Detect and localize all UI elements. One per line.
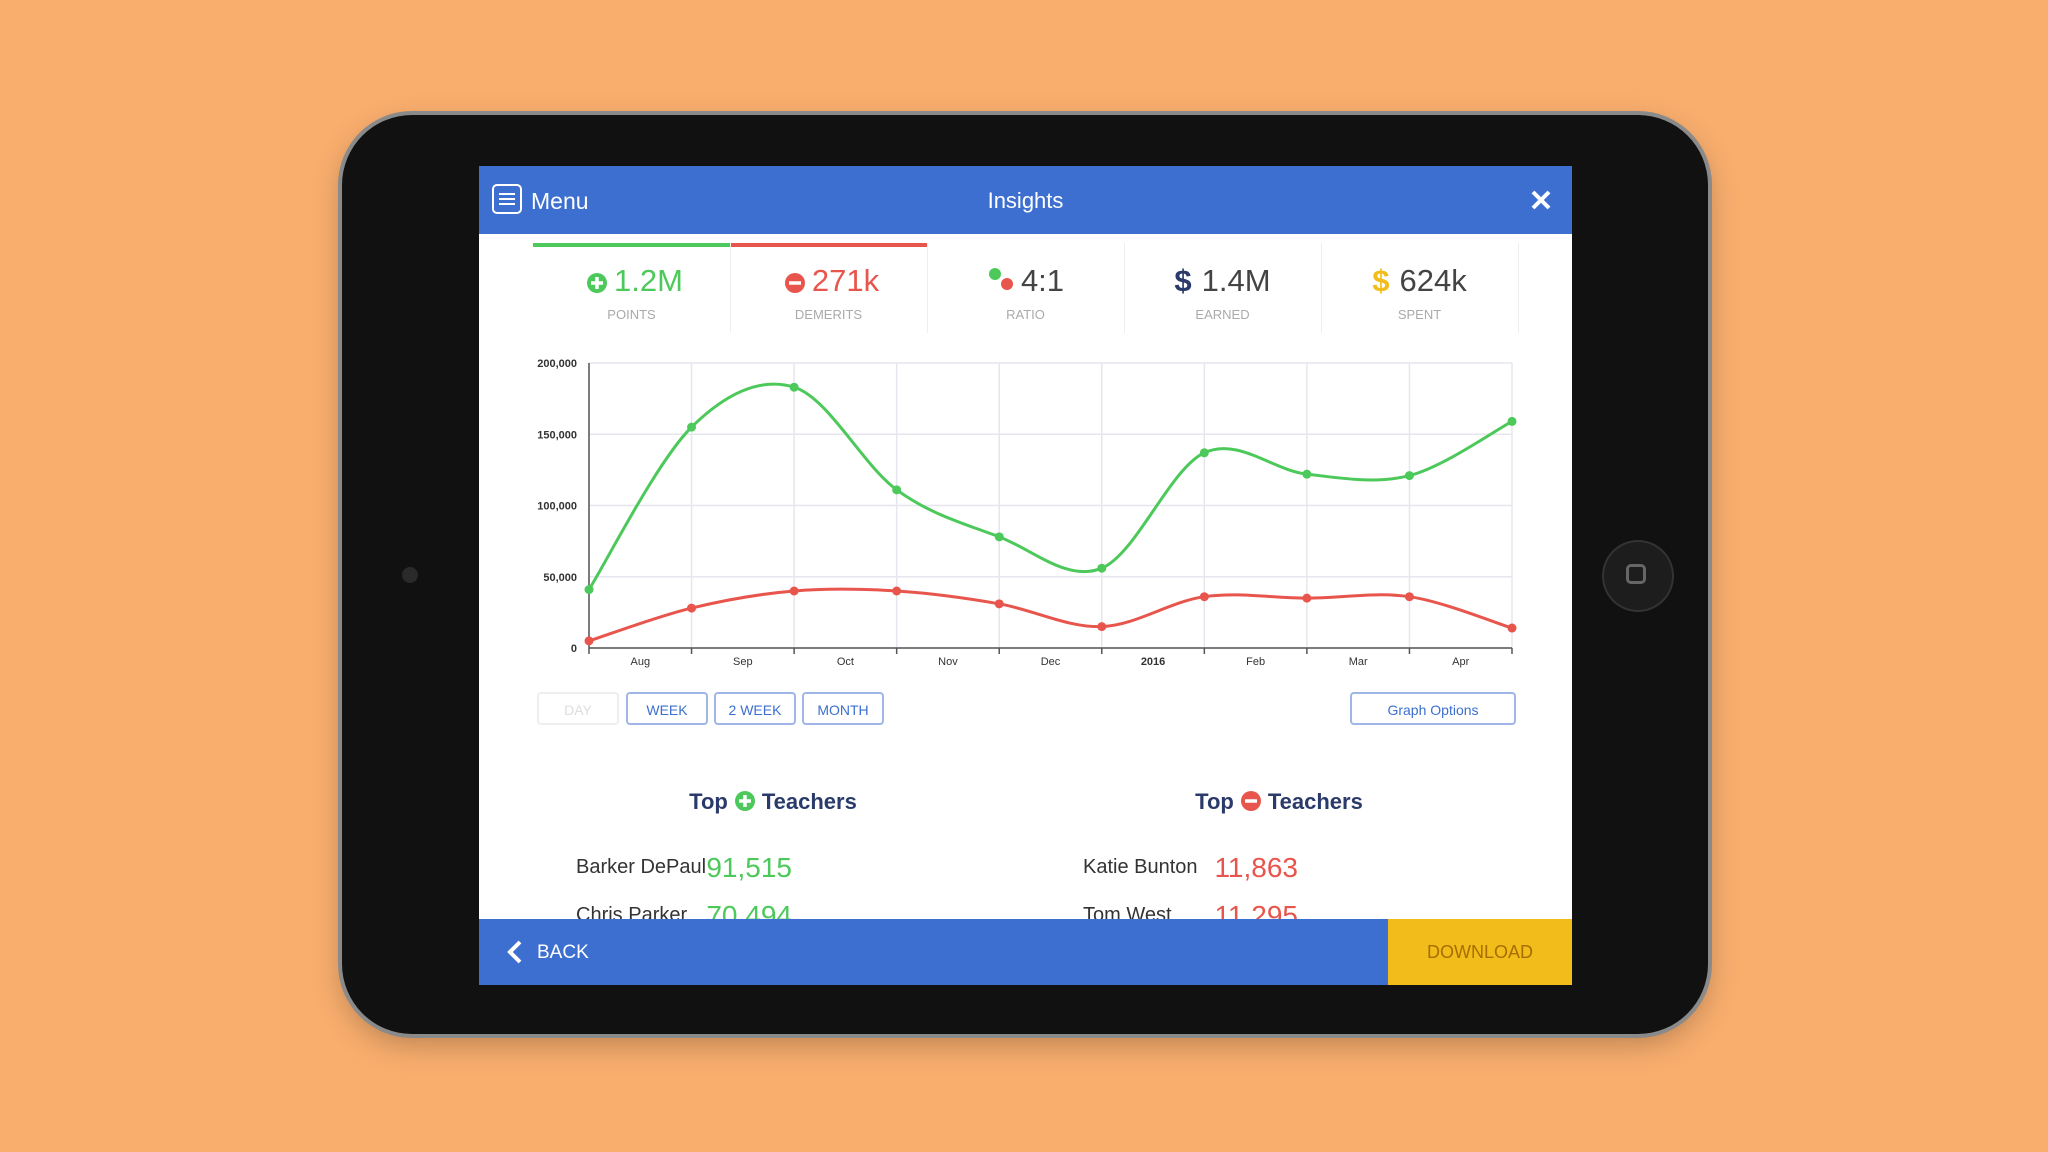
list-title: Top Teachers xyxy=(573,789,973,815)
data-point xyxy=(789,586,799,596)
title-start: Top xyxy=(1195,789,1234,814)
points-indicator xyxy=(533,243,730,247)
menu-icon[interactable] xyxy=(492,184,522,214)
stat-number: 1.2M xyxy=(614,263,683,298)
graph-options-button[interactable]: Graph Options xyxy=(1350,692,1516,725)
teacher-name: Barker DePaul xyxy=(576,856,707,878)
stat-number: 4:1 xyxy=(1020,263,1065,298)
stat: 271k DEMERITS xyxy=(730,243,928,333)
stat-number: 624k xyxy=(1399,263,1467,298)
data-point xyxy=(584,636,594,646)
y-tick-label: 50,000 xyxy=(543,572,577,584)
range-button[interactable]: 2 WEEK xyxy=(714,692,796,725)
title-end: Teachers xyxy=(761,789,857,814)
x-tick-label: 2016 xyxy=(1141,656,1165,668)
x-tick-label: Dec xyxy=(1041,656,1061,668)
stat: $1.4M EARNED xyxy=(1124,243,1322,333)
menu-label[interactable]: Menu xyxy=(531,188,589,214)
stat-value: 271k xyxy=(730,263,927,299)
currency-symbol: $ xyxy=(1372,263,1390,298)
back-button[interactable]: BACK xyxy=(537,942,589,963)
close-button[interactable] xyxy=(1531,190,1551,210)
ratio-icon xyxy=(988,268,1013,290)
data-point xyxy=(1199,448,1209,458)
data-point xyxy=(892,586,902,596)
stat-label: EARNED xyxy=(1195,307,1250,322)
data-point xyxy=(789,382,799,392)
currency-symbol: $ xyxy=(1174,263,1192,298)
y-tick-label: 0 xyxy=(571,643,577,655)
data-point xyxy=(584,585,594,595)
range-button[interactable]: WEEK xyxy=(626,692,708,725)
status-icon xyxy=(734,791,755,811)
x-tick-label: Nov xyxy=(938,656,958,668)
title-start: Top xyxy=(689,789,728,814)
stat-number: 271k xyxy=(811,263,880,298)
x-tick-label: Sep xyxy=(733,656,753,668)
stat-label: DEMERITS xyxy=(794,307,863,322)
data-point xyxy=(1507,623,1517,633)
x-tick-label: Feb xyxy=(1246,656,1265,668)
home-button[interactable] xyxy=(1604,542,1672,610)
data-point xyxy=(687,422,697,432)
stat-label: POINTS xyxy=(607,307,656,322)
data-point xyxy=(1199,592,1209,602)
teacher-value: 11,863 xyxy=(1214,852,1298,883)
screen: Menu Insights 1.2M POINTS 271k DEMERITS 4:1 R… xyxy=(479,166,1572,985)
stat-value: 1.2M xyxy=(533,263,730,299)
data-point xyxy=(1507,416,1517,426)
data-point xyxy=(1097,622,1107,632)
stat-value: $1.4M xyxy=(1124,263,1321,299)
stat-label: RATIO xyxy=(1006,307,1045,322)
x-tick-label: Mar xyxy=(1349,656,1368,668)
stat-value: 4:1 xyxy=(927,263,1124,299)
range-button[interactable]: DAY xyxy=(537,692,619,725)
header-title: Insights xyxy=(987,188,1064,213)
stat-number: 1.4M xyxy=(1201,263,1271,298)
range-button[interactable]: MONTH xyxy=(802,692,884,725)
stat: 1.2M POINTS xyxy=(533,243,731,333)
y-tick-label: 200,000 xyxy=(537,358,577,370)
home-icon xyxy=(1626,564,1646,584)
data-point xyxy=(1404,471,1414,481)
status-icon xyxy=(587,273,608,293)
x-tick-label: Aug xyxy=(630,656,650,668)
data-point xyxy=(994,532,1004,542)
data-point xyxy=(892,485,902,495)
list-title: Top Teachers xyxy=(1079,789,1479,815)
header-bar: Menu Insights xyxy=(479,166,1572,234)
status-icon xyxy=(1240,791,1261,811)
stat-value: $624k xyxy=(1321,263,1518,299)
data-point xyxy=(1302,593,1312,603)
back-chevron[interactable] xyxy=(507,940,523,964)
teacher-name: Katie Bunton xyxy=(1083,856,1198,878)
series-line xyxy=(587,382,1513,591)
camera xyxy=(402,567,418,583)
data-point xyxy=(1302,469,1312,479)
y-tick-label: 100,000 xyxy=(537,501,577,513)
x-tick-label: Oct xyxy=(837,656,854,668)
stat-label: SPENT xyxy=(1397,307,1442,322)
download-button[interactable]: DOWNLOAD xyxy=(1388,919,1572,985)
y-tick-label: 150,000 xyxy=(537,429,577,441)
data-point xyxy=(1097,563,1107,573)
stat: 4:1 RATIO xyxy=(927,243,1125,333)
series-line xyxy=(588,587,1513,643)
status-icon xyxy=(784,273,805,293)
stat: $624k SPENT xyxy=(1321,243,1519,333)
teacher-value: 91,515 xyxy=(706,852,792,883)
chart: 0 50,000 100,000 150,000 200,000 Aug Sep Oct Nov… xyxy=(537,358,1517,668)
data-point xyxy=(687,603,697,613)
title-end: Teachers xyxy=(1267,789,1363,814)
data-point xyxy=(1404,592,1414,602)
x-tick-label: Apr xyxy=(1452,656,1469,668)
data-point xyxy=(994,599,1004,609)
demerits-indicator xyxy=(730,243,927,247)
